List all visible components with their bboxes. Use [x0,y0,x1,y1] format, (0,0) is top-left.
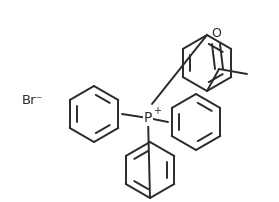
Text: P: P [144,111,152,125]
Text: Br⁻: Br⁻ [22,94,44,106]
Text: +: + [153,106,161,116]
Text: O: O [211,27,221,40]
